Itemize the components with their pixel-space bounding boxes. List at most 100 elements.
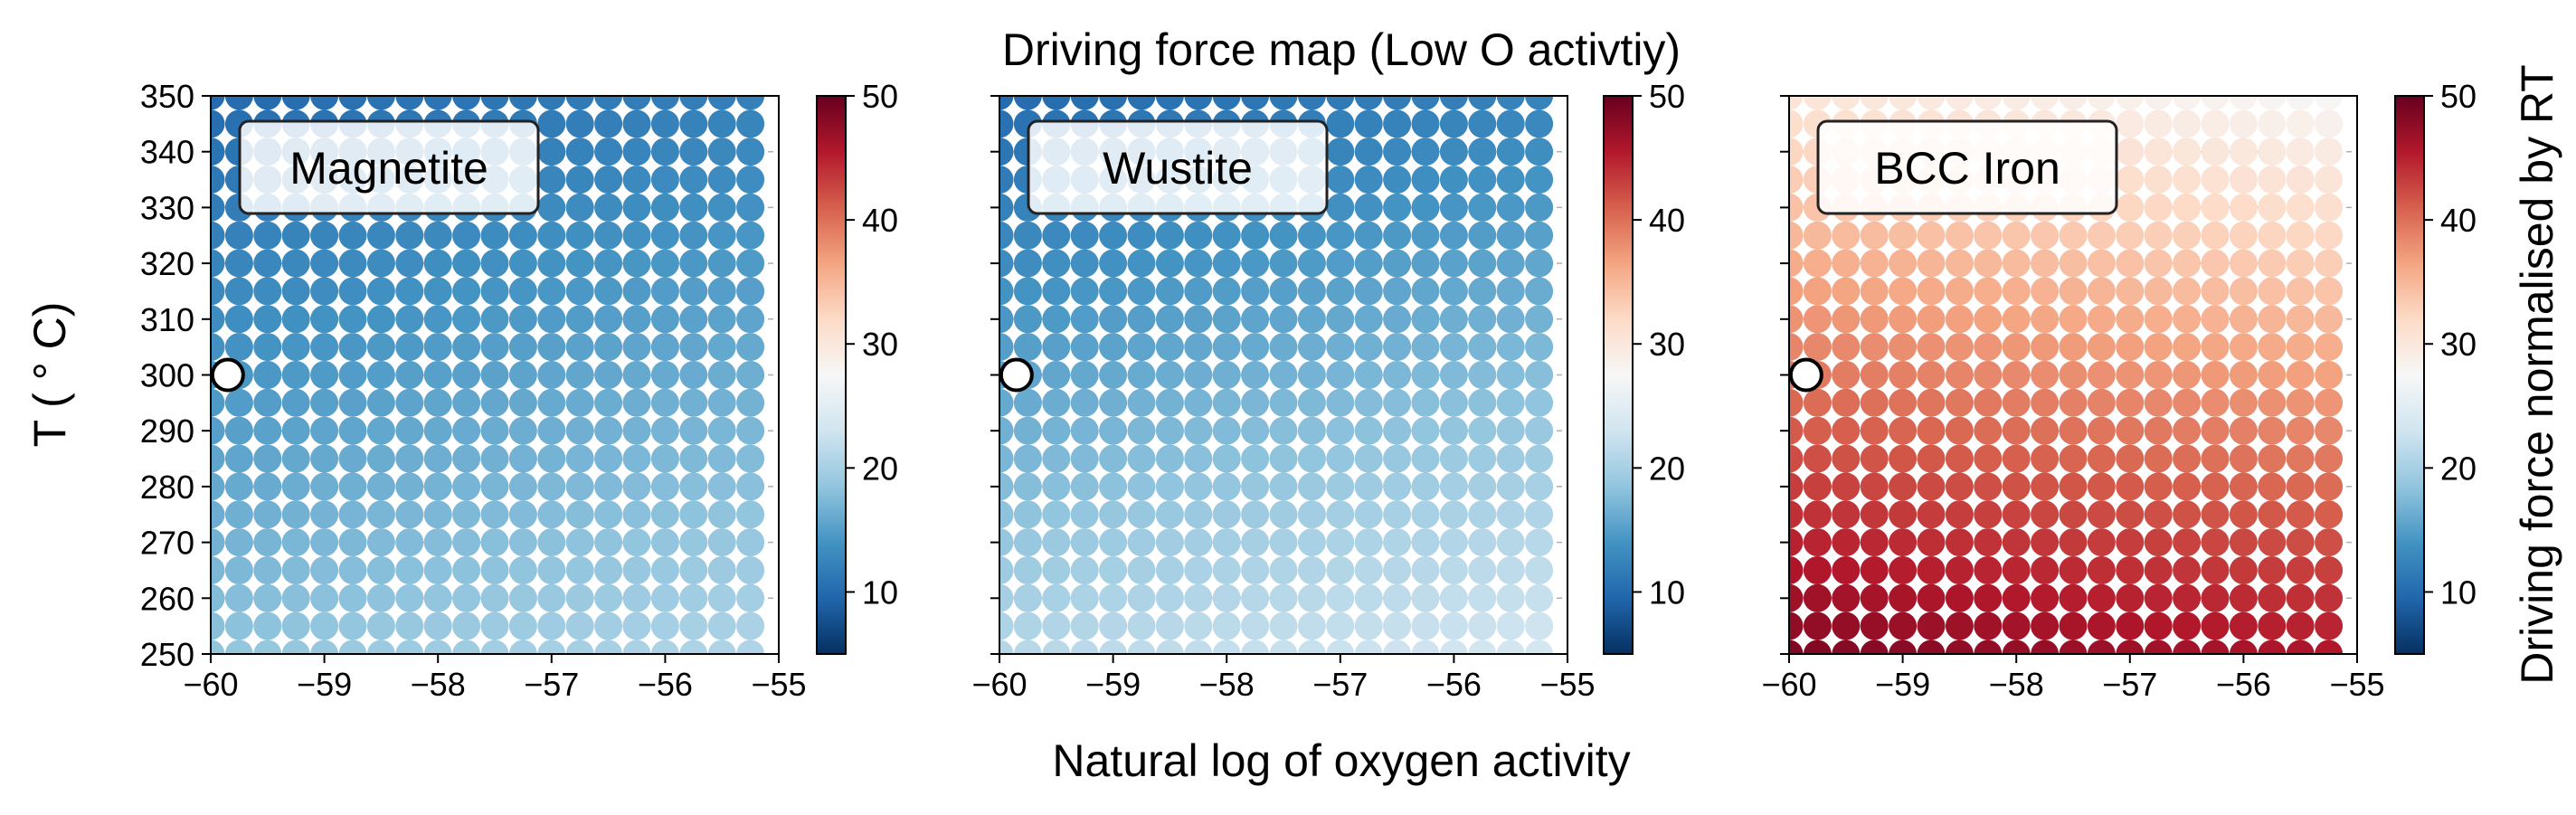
data-point (1974, 528, 2003, 557)
data-point (224, 611, 253, 640)
data-point (1184, 556, 1213, 584)
data-point (1468, 361, 1497, 389)
data-point (2286, 556, 2315, 584)
data-point (707, 361, 736, 389)
data-point (1789, 333, 1804, 362)
data-point (1468, 500, 1497, 529)
data-point (2229, 361, 2258, 389)
y-tick-label: 300 (140, 357, 194, 394)
data-point (1042, 611, 1071, 640)
data-point (366, 221, 395, 250)
data-point (2258, 640, 2287, 654)
data-point (622, 528, 651, 557)
data-point (1803, 472, 1832, 501)
data-point (1241, 528, 1270, 557)
data-point (1326, 277, 1355, 306)
data-point (366, 611, 395, 640)
data-point (1439, 305, 1468, 334)
data-point (1241, 221, 1270, 250)
data-point (2144, 361, 2173, 389)
data-point (1411, 611, 1440, 640)
data-point (1269, 96, 1298, 110)
data-point (1127, 305, 1156, 334)
data-point (1945, 333, 1974, 362)
data-point (211, 528, 225, 557)
data-point (508, 277, 537, 306)
data-point (253, 221, 282, 250)
data-point (211, 640, 225, 654)
data-point (2144, 444, 2173, 473)
data-point (423, 249, 452, 278)
data-point (2087, 361, 2116, 389)
data-point (310, 305, 339, 334)
data-point (1439, 500, 1468, 529)
data-point (2173, 305, 2202, 334)
data-point (2201, 305, 2230, 334)
data-point (1468, 193, 1497, 222)
data-point (1070, 583, 1099, 612)
data-point (1383, 193, 1412, 222)
data-point (253, 500, 282, 529)
data-point (338, 583, 367, 612)
data-point (650, 444, 679, 473)
data-point (2059, 221, 2088, 250)
data-point (2315, 444, 2344, 473)
data-point (1013, 416, 1042, 445)
data-point (565, 556, 594, 584)
data-point (1974, 333, 2003, 362)
data-point (508, 388, 537, 417)
data-point (338, 528, 367, 557)
data-point (1860, 500, 1889, 529)
data-point (2173, 333, 2202, 362)
data-point (2173, 249, 2202, 278)
y-tick-label: 270 (140, 525, 194, 562)
data-point (1297, 221, 1326, 250)
data-point (2201, 472, 2230, 501)
panel-label: BCC Iron (1874, 143, 2060, 194)
data-point (338, 221, 367, 250)
data-point (1383, 96, 1412, 110)
data-point (1354, 109, 1383, 138)
data-point (1354, 333, 1383, 362)
data-point (1269, 277, 1298, 306)
data-point (1832, 333, 1861, 362)
data-point (1184, 472, 1213, 501)
data-point (1803, 583, 1832, 612)
data-point (1269, 640, 1298, 654)
data-point (2315, 611, 2344, 640)
data-point (310, 277, 339, 306)
data-point (2087, 611, 2116, 640)
data-point (1070, 444, 1099, 473)
data-point (622, 333, 651, 362)
data-point (650, 193, 679, 222)
data-point (1945, 416, 1974, 445)
data-point (2144, 583, 2173, 612)
data-point (1889, 221, 1918, 250)
data-point (1803, 96, 1832, 110)
data-point (1496, 305, 1525, 334)
data-point (622, 640, 651, 654)
data-point (537, 166, 566, 194)
data-point (338, 305, 367, 334)
data-point (1383, 611, 1412, 640)
data-point (2201, 193, 2230, 222)
data-point (1917, 388, 1946, 417)
data-point (622, 472, 651, 501)
data-point (2229, 193, 2258, 222)
data-point (1013, 444, 1042, 473)
data-point (679, 305, 708, 334)
data-point (366, 361, 395, 389)
data-point (1241, 444, 1270, 473)
reference-point-marker (999, 357, 1034, 393)
data-point (537, 109, 566, 138)
data-point (1269, 500, 1298, 529)
colorbar-tick-label: 10 (2440, 573, 2477, 611)
data-point (2229, 109, 2258, 138)
data-point (2315, 277, 2344, 306)
data-point (1860, 611, 1889, 640)
data-point (1468, 249, 1497, 278)
y-tick-label: 260 (140, 580, 194, 617)
data-point (622, 444, 651, 473)
data-point (1354, 277, 1383, 306)
data-point (1354, 640, 1383, 654)
